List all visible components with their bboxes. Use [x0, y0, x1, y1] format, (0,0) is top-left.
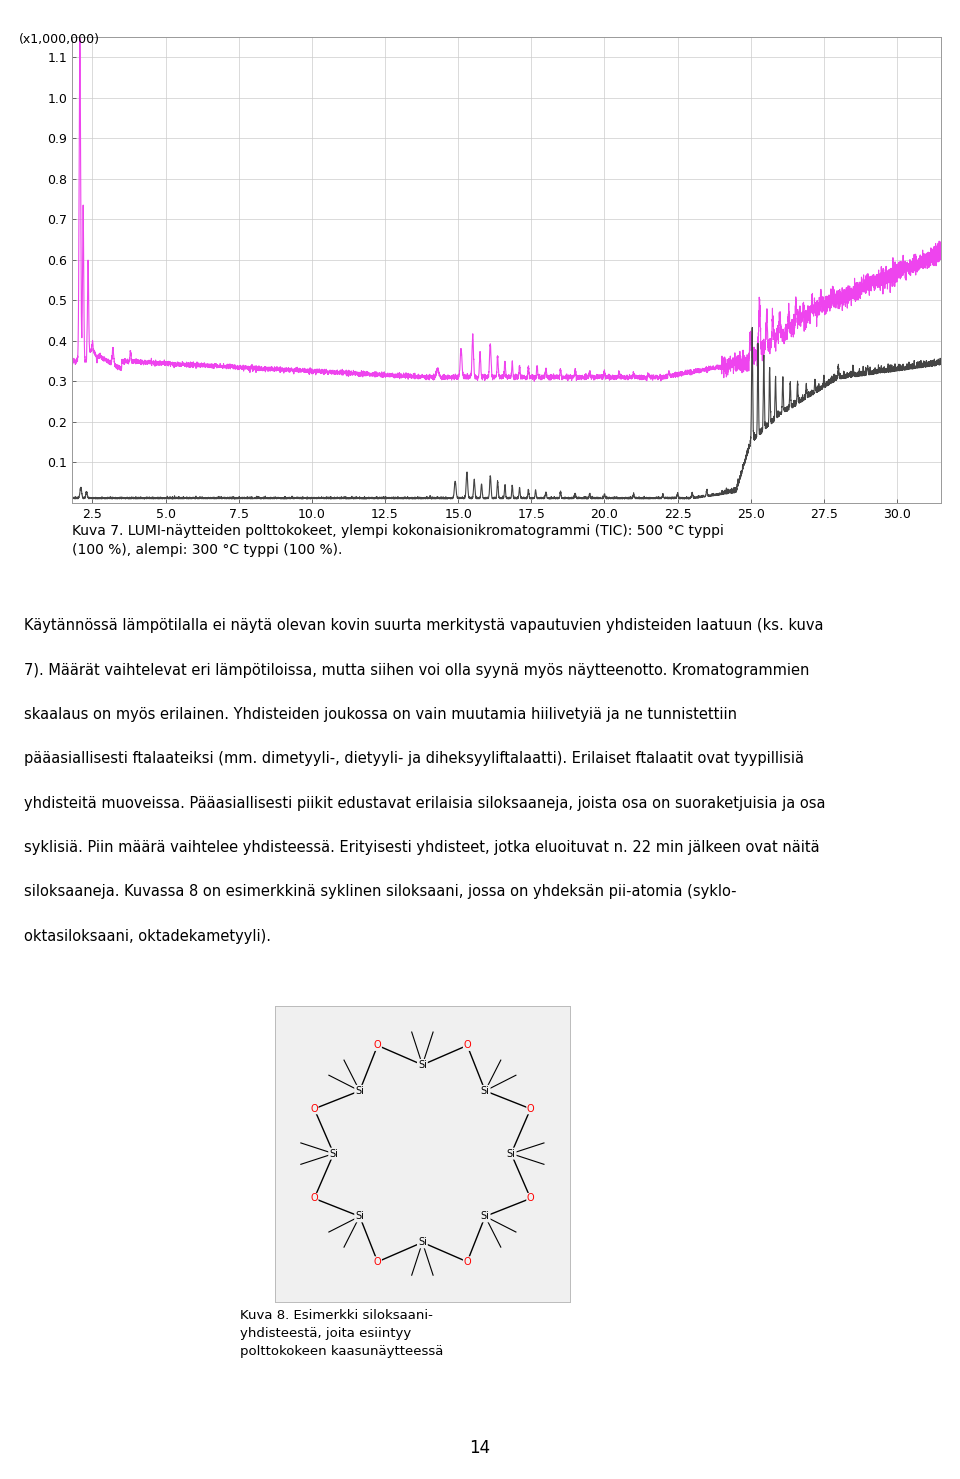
Text: O: O	[527, 1103, 535, 1114]
Text: Kuva 8. Esimerkki siloksaani-
yhdisteestä, joita esiintyy
polttokokeen kaasunäyt: Kuva 8. Esimerkki siloksaani- yhdisteest…	[240, 1309, 444, 1358]
Text: Käytännössä lämpötilalla ei näytä olevan kovin suurta merkitystä vapautuvien yhd: Käytännössä lämpötilalla ei näytä olevan…	[24, 618, 824, 633]
Text: Si: Si	[507, 1149, 516, 1158]
Text: Si: Si	[355, 1211, 364, 1222]
Text: oktasiloksaani, oktadekametyyli).: oktasiloksaani, oktadekametyyli).	[24, 929, 271, 944]
Text: 7). Määrät vaihtelevat eri lämpötiloissa, mutta siihen voi olla syynä myös näytt: 7). Määrät vaihtelevat eri lämpötiloissa…	[24, 663, 809, 677]
Text: Si: Si	[418, 1060, 427, 1069]
Text: Si: Si	[481, 1086, 490, 1096]
Text: O: O	[373, 1257, 381, 1268]
Text: (x1,000,000): (x1,000,000)	[19, 33, 100, 46]
Text: Si: Si	[418, 1238, 427, 1247]
Text: syklisiä. Piin määrä vaihtelee yhdisteessä. Erityisesti yhdisteet, jotka eluoitu: syklisiä. Piin määrä vaihtelee yhdistees…	[24, 840, 820, 855]
Text: pääasiallisesti ftalaateiksi (mm. dimetyyli-, dietyyli- ja diheksyyliftalaatti).: pääasiallisesti ftalaateiksi (mm. dimety…	[24, 751, 804, 766]
Text: O: O	[527, 1194, 535, 1204]
Text: yhdisteitä muoveissa. Pääasiallisesti piikit edustavat erilaisia siloksaaneja, j: yhdisteitä muoveissa. Pääasiallisesti pi…	[24, 796, 826, 810]
Text: O: O	[310, 1103, 318, 1114]
Text: skaalaus on myös erilainen. Yhdisteiden joukossa on vain muutamia hiilivetyiä ja: skaalaus on myös erilainen. Yhdisteiden …	[24, 707, 737, 722]
Text: O: O	[464, 1040, 471, 1050]
Text: Si: Si	[481, 1211, 490, 1222]
Text: Si: Si	[355, 1086, 364, 1096]
Text: Si: Si	[329, 1149, 338, 1158]
Text: siloksaaneja. Kuvassa 8 on esimerkkinä syklinen siloksaani, jossa on yhdeksän pi: siloksaaneja. Kuvassa 8 on esimerkkinä s…	[24, 884, 736, 899]
Text: O: O	[373, 1040, 381, 1050]
Text: O: O	[464, 1257, 471, 1268]
Text: O: O	[310, 1194, 318, 1204]
Text: 14: 14	[469, 1439, 491, 1457]
Text: Kuva 7. LUMI-näytteiden polttokokeet, ylempi kokonaisionikromatogrammi (TIC): 50: Kuva 7. LUMI-näytteiden polttokokeet, yl…	[72, 524, 724, 558]
